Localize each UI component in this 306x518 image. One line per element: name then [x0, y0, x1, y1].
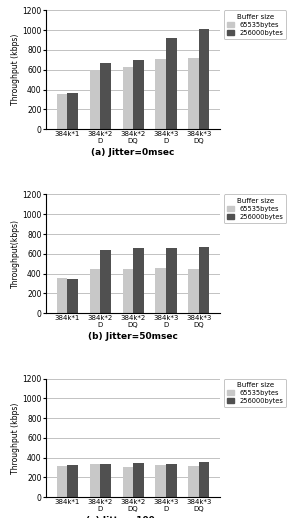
Bar — [57, 466, 67, 497]
Bar — [188, 58, 199, 129]
Y-axis label: Throughput (kbps): Throughput (kbps) — [11, 402, 20, 473]
Bar — [123, 67, 133, 129]
Bar — [57, 278, 67, 313]
Bar — [155, 59, 166, 129]
Bar — [155, 465, 166, 497]
Bar — [123, 467, 133, 497]
Y-axis label: Throughput(kbps): Throughput(kbps) — [11, 219, 20, 289]
Bar — [100, 464, 111, 497]
Bar — [90, 464, 100, 497]
Bar — [199, 29, 210, 129]
Bar — [57, 94, 67, 129]
Bar — [90, 70, 100, 129]
Bar — [133, 60, 144, 129]
Bar — [100, 250, 111, 313]
Bar — [123, 269, 133, 313]
Bar — [166, 464, 177, 497]
Bar — [100, 63, 111, 129]
X-axis label: (a) Jitter=0msec: (a) Jitter=0msec — [91, 148, 175, 156]
Bar — [188, 269, 199, 313]
Bar — [155, 268, 166, 313]
Legend: 65535bytes, 256000bytes: 65535bytes, 256000bytes — [224, 379, 286, 407]
Bar — [188, 466, 199, 497]
Bar — [90, 269, 100, 313]
X-axis label: (b) Jitter=50msec: (b) Jitter=50msec — [88, 332, 178, 341]
Bar — [166, 38, 177, 129]
Bar — [199, 462, 210, 497]
Bar — [133, 248, 144, 313]
Bar — [166, 248, 177, 313]
Bar — [67, 279, 78, 313]
Bar — [199, 248, 210, 313]
Bar — [133, 463, 144, 497]
Bar — [67, 465, 78, 497]
X-axis label: (c) Jitter=100msec: (c) Jitter=100msec — [86, 516, 181, 518]
Legend: 65535bytes, 256000bytes: 65535bytes, 256000bytes — [224, 194, 286, 223]
Y-axis label: Throughput (kbps): Throughput (kbps) — [11, 34, 20, 106]
Bar — [67, 93, 78, 129]
Legend: 65535bytes, 256000bytes: 65535bytes, 256000bytes — [224, 10, 286, 39]
